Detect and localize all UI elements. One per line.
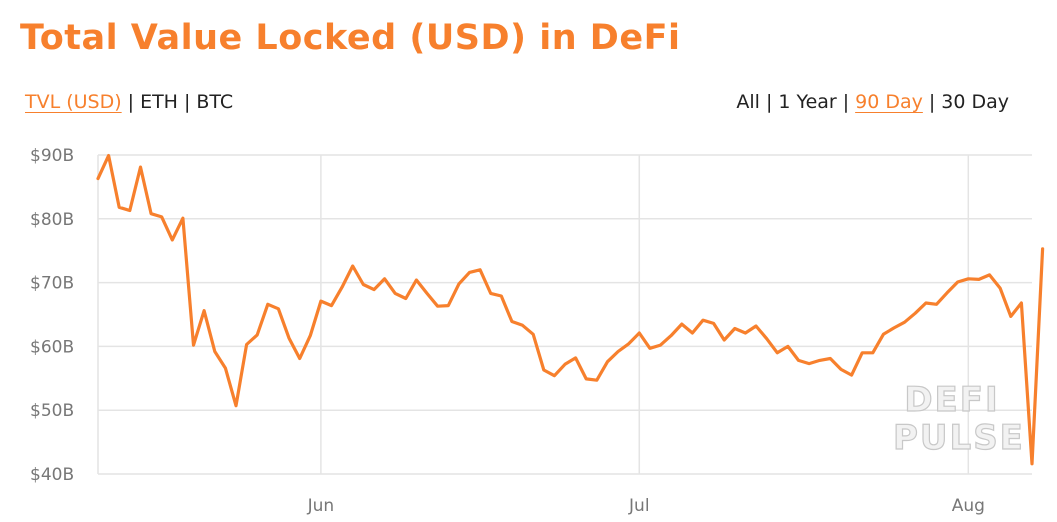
toggle-tvl-usd[interactable]: TVL (USD) (25, 91, 122, 113)
separator: | (765, 91, 773, 113)
watermark-line-2: PULSE (892, 418, 1025, 458)
x-tick-label: Jun (307, 496, 335, 516)
range-30-day[interactable]: 30 Day (941, 91, 1009, 113)
x-tick-label: Jul (628, 496, 650, 516)
y-axis-ticks: $90B $80B $70B $60B $50B $40B (30, 146, 74, 485)
separator: | (127, 91, 135, 113)
y-tick-label: $60B (30, 337, 74, 357)
defi-pulse-watermark: DEFI PULSE (892, 380, 1025, 458)
y-tick-label: $80B (30, 210, 74, 230)
page-title: Total Value Locked (USD) in DeFi (20, 18, 681, 58)
range-toggle-group: All | 1 Year | 90 Day | 30 Day (736, 91, 1009, 113)
x-tick-label: Aug (952, 496, 985, 516)
metric-toggle-group: TVL (USD) | ETH | BTC (25, 91, 233, 113)
watermark-line-1: DEFI (904, 380, 1000, 420)
y-tick-label: $70B (30, 274, 74, 294)
series-layer (96, 154, 1045, 466)
x-axis-ticks: Jun Jul Aug (307, 496, 985, 516)
range-all[interactable]: All (736, 91, 760, 113)
y-tick-label: $40B (30, 465, 74, 485)
tvl-series-line (96, 154, 1045, 466)
separator: | (842, 91, 850, 113)
separator: | (183, 91, 191, 113)
y-tick-label: $50B (30, 401, 74, 421)
toggle-eth[interactable]: ETH (140, 91, 178, 113)
grid (97, 154, 1032, 475)
toggle-btc[interactable]: BTC (196, 91, 234, 113)
separator: | (928, 91, 936, 113)
range-90-day[interactable]: 90 Day (855, 91, 923, 113)
y-tick-label: $90B (30, 146, 74, 166)
range-1-year[interactable]: 1 Year (778, 91, 837, 113)
